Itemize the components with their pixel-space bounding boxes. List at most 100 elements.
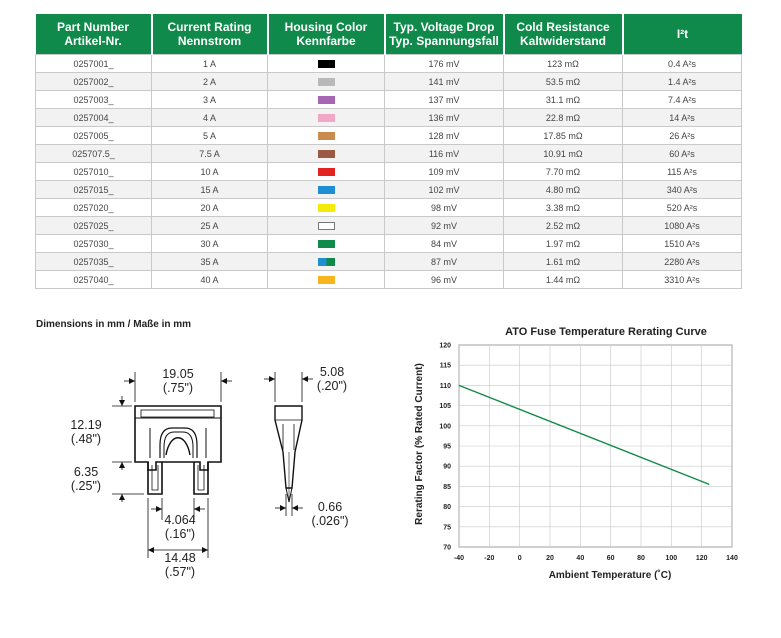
cold-resistance-cell: 1.61 mΩ bbox=[503, 252, 623, 271]
voltage-drop-cell: 141 mV bbox=[384, 72, 504, 91]
column-header-line1: Part Number bbox=[56, 20, 130, 34]
fuse-side-body bbox=[274, 405, 303, 489]
blade-len-in-label: (.25") bbox=[71, 479, 101, 493]
column-header: Cold Resistance Kaltwiderstand bbox=[503, 14, 624, 55]
table-body: 0257001_ 1 A 176 mV 123 mΩ 0.4 A²s 0257002_ 2 … bbox=[35, 54, 742, 289]
blade-len-mm-label: 6.35 bbox=[74, 465, 98, 479]
color-swatch bbox=[317, 168, 335, 177]
left-blade bbox=[147, 462, 163, 495]
column-header-line1: Typ. Voltage Drop bbox=[393, 20, 495, 34]
blade-thick-in-label: (.026") bbox=[311, 514, 348, 528]
y-tick-label: 70 bbox=[443, 545, 451, 552]
column-header-line2: Typ. Spannungsfall bbox=[389, 34, 499, 48]
i2t-cell: 14 A²s bbox=[622, 108, 742, 127]
x-tick-label: 20 bbox=[546, 555, 554, 562]
color-swatch bbox=[317, 276, 335, 285]
column-header-line2: Nennstrom bbox=[177, 34, 242, 48]
color-swatch bbox=[317, 132, 335, 141]
column-header: Part Number Artikel-Nr. bbox=[35, 14, 153, 55]
i2t-cell: 2280 A²s bbox=[622, 252, 742, 271]
part-number-cell: 0257040_ bbox=[35, 270, 152, 289]
color-swatch bbox=[317, 240, 335, 249]
chart-series bbox=[458, 384, 710, 486]
y-tick-label: 80 bbox=[443, 504, 451, 511]
column-header-line2: Kennfarbe bbox=[296, 34, 356, 48]
y-tick-label: 75 bbox=[443, 524, 451, 531]
chart-ylabel: Rerating Factor (% Rated Current) bbox=[414, 363, 425, 525]
cold-resistance-cell: 4.80 mΩ bbox=[503, 180, 623, 199]
color-swatch bbox=[317, 204, 335, 213]
current-rating-cell: 25 A bbox=[151, 216, 268, 235]
color-swatch bbox=[317, 96, 335, 105]
column-header: Typ. Voltage Drop Typ. Spannungsfall bbox=[384, 14, 505, 55]
housing-color-cell bbox=[267, 270, 385, 289]
column-header-line2: Kaltwiderstand bbox=[519, 34, 606, 48]
table-row: 0257001_ 1 A 176 mV 123 mΩ 0.4 A²s bbox=[35, 54, 742, 73]
voltage-drop-cell: 92 mV bbox=[384, 216, 504, 235]
color-swatch bbox=[317, 258, 335, 267]
current-rating-cell: 7.5 A bbox=[151, 144, 268, 163]
y-tick-label: 90 bbox=[443, 464, 451, 471]
thickness-in-label: (.20") bbox=[317, 379, 347, 393]
part-number-cell: 0257025_ bbox=[35, 216, 152, 235]
i2t-cell: 340 A²s bbox=[622, 180, 742, 199]
x-tick-label: 0 bbox=[518, 555, 522, 562]
table-row: 0257015_ 15 A 102 mV 4.80 mΩ 340 A²s bbox=[35, 180, 742, 199]
color-swatch bbox=[317, 150, 335, 159]
column-header: Current Rating Nennstrom bbox=[151, 14, 269, 55]
blade-span-mm-label: 14.48 bbox=[164, 551, 195, 565]
cold-resistance-cell: 10.91 mΩ bbox=[503, 144, 623, 163]
table-row: 0257020_ 20 A 98 mV 3.38 mΩ 520 A²s bbox=[35, 198, 742, 217]
blade-gap-mm-label: 4.064 bbox=[164, 513, 195, 527]
table-row: 0257010_ 10 A 109 mV 7.70 mΩ 115 A²s bbox=[35, 162, 742, 181]
voltage-drop-cell: 87 mV bbox=[384, 252, 504, 271]
voltage-drop-cell: 116 mV bbox=[384, 144, 504, 163]
x-tick-label: 40 bbox=[576, 555, 584, 562]
blade-span-in-label: (.57") bbox=[165, 565, 195, 579]
x-tick-label: -40 bbox=[454, 555, 464, 562]
y-tick-label: 100 bbox=[439, 423, 451, 430]
width-in-label: (.75") bbox=[163, 381, 193, 395]
i2t-cell: 60 A²s bbox=[622, 144, 742, 163]
table-row: 0257002_ 2 A 141 mV 53.5 mΩ 1.4 A²s bbox=[35, 72, 742, 91]
width-mm-label: 19.05 bbox=[162, 367, 193, 381]
y-tick-label: 95 bbox=[443, 444, 451, 451]
blade-gap-in-label: (.16") bbox=[165, 527, 195, 541]
color-swatch bbox=[317, 78, 335, 87]
part-number-cell: 0257015_ bbox=[35, 180, 152, 199]
x-tick-label: 100 bbox=[665, 555, 677, 562]
x-tick-label: 140 bbox=[726, 555, 738, 562]
column-header: Housing Color Kennfarbe bbox=[267, 14, 386, 55]
housing-color-cell bbox=[267, 216, 385, 235]
column-header: I²t bbox=[622, 14, 742, 55]
thickness-mm-label: 5.08 bbox=[320, 365, 344, 379]
x-tick-label: 120 bbox=[696, 555, 708, 562]
table-row: 0257040_ 40 A 96 mV 1.44 mΩ 3310 A²s bbox=[35, 270, 742, 289]
table-row: 0257004_ 4 A 136 mV 22.8 mΩ 14 A²s bbox=[35, 108, 742, 127]
table-row: 0257025_ 25 A 92 mV 2.52 mΩ 1080 A²s bbox=[35, 216, 742, 235]
rerating-chart: ATO Fuse Temperature Rerating Curve -40 -… bbox=[414, 326, 738, 581]
x-tick-label: 80 bbox=[637, 555, 645, 562]
color-swatch bbox=[317, 186, 335, 195]
spec-table: Part Number Artikel-Nr. Current Rating Nenn… bbox=[35, 14, 742, 289]
y-tick-label: 120 bbox=[439, 343, 451, 350]
y-tick-label: 115 bbox=[440, 363, 451, 370]
color-swatch bbox=[317, 222, 335, 231]
x-tick-label: -20 bbox=[484, 555, 494, 562]
color-swatch bbox=[317, 114, 335, 123]
right-blade bbox=[193, 462, 209, 495]
column-header-line1: Housing Color bbox=[284, 20, 368, 34]
i2t-cell: 3310 A²s bbox=[622, 270, 742, 289]
rerating-curve bbox=[458, 384, 710, 486]
chart-title: ATO Fuse Temperature Rerating Curve bbox=[505, 326, 707, 338]
x-tick-label: 60 bbox=[607, 555, 615, 562]
part-number-cell: 0257002_ bbox=[35, 72, 152, 91]
part-number-cell: 0257004_ bbox=[35, 108, 152, 127]
table-row: 025707.5_ 7.5 A 116 mV 10.91 mΩ 60 A²s bbox=[35, 144, 742, 163]
column-header-line1: I²t bbox=[676, 27, 689, 41]
color-swatch bbox=[317, 60, 335, 69]
voltage-drop-cell: 102 mV bbox=[384, 180, 504, 199]
table-header-row: Part Number Artikel-Nr. Current Rating Nenn… bbox=[35, 14, 742, 55]
height-mm-label: 12.19 bbox=[70, 418, 101, 432]
